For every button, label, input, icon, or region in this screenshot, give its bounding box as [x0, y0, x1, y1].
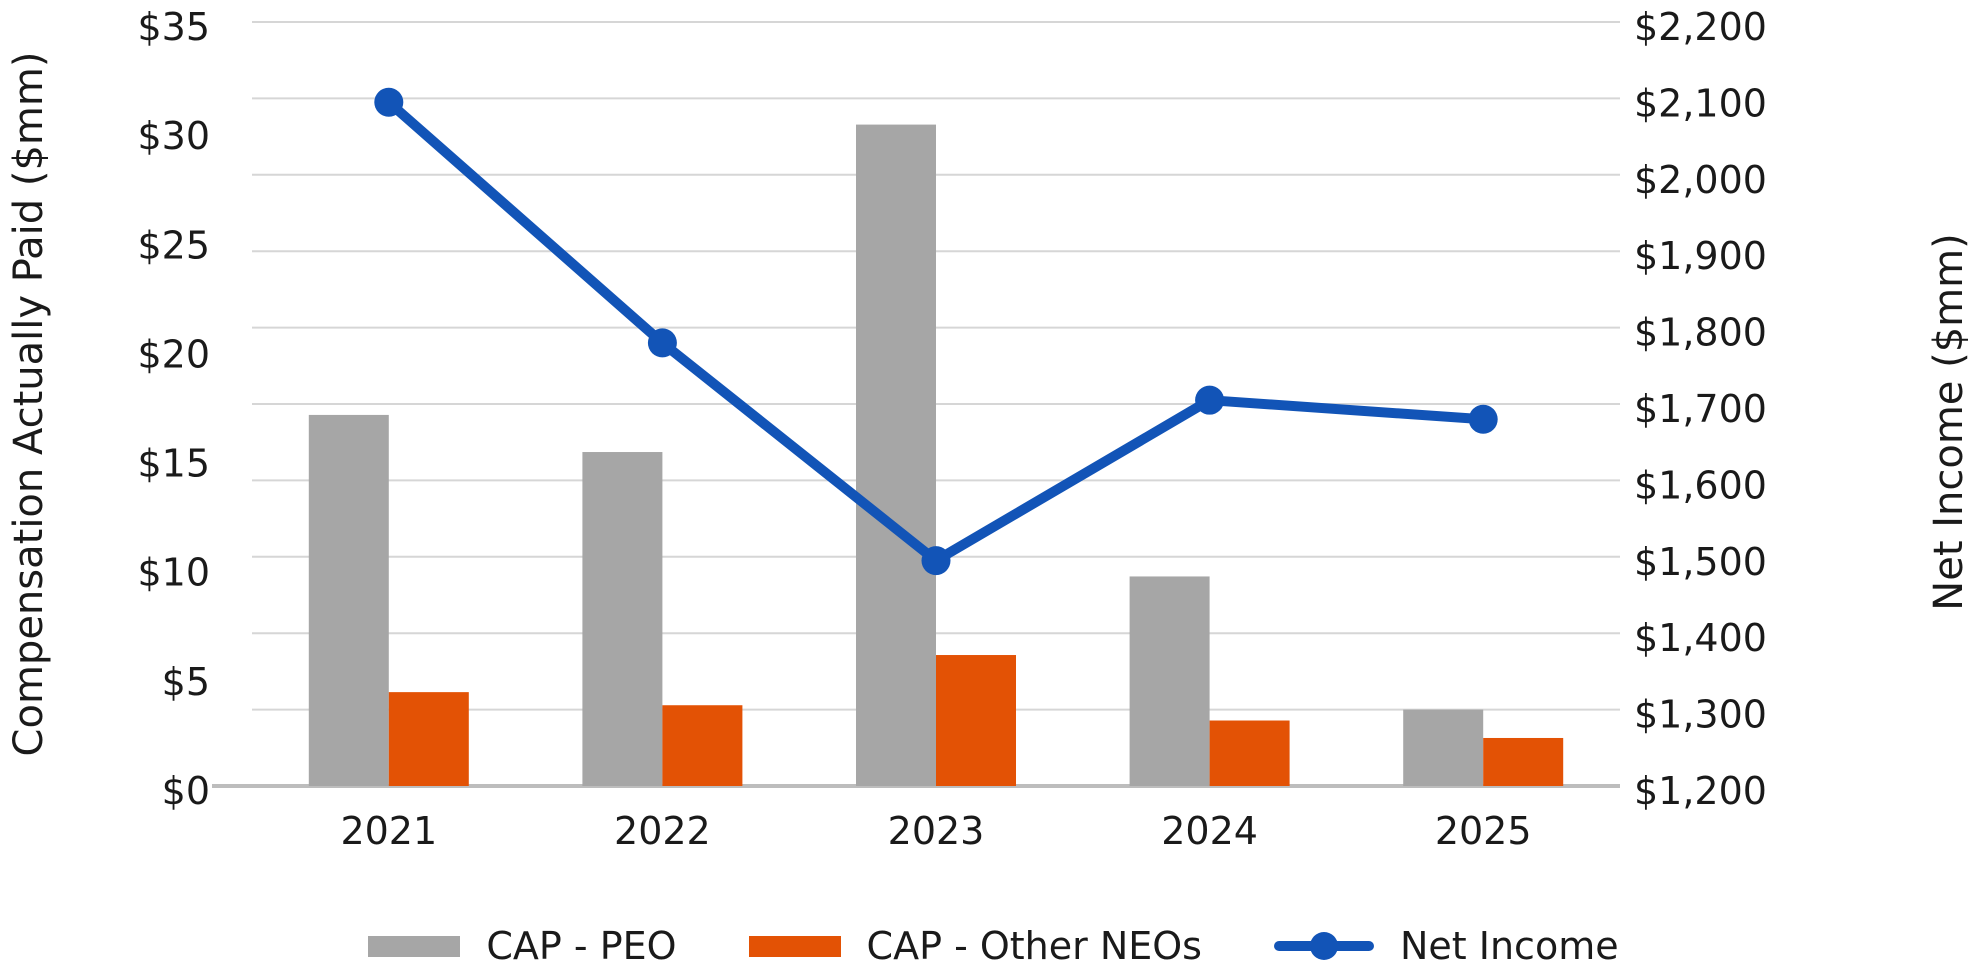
line-series	[374, 87, 1498, 576]
legend-label: CAP - Other NEOs	[866, 924, 1202, 968]
bar-cap-other-neos-2022	[662, 705, 743, 786]
year-label-2021: 2021	[340, 809, 437, 853]
chart-legend: CAP - PEO CAP - Other NEOs Net Income	[0, 920, 1987, 972]
right-axis-tick: $1,500	[1634, 540, 1767, 584]
right-axis-tick: $1,900	[1634, 234, 1767, 278]
net-income-point-2023	[921, 546, 951, 576]
left-axis-tick: $15	[137, 442, 210, 486]
bar-cap-peo-2025	[1403, 709, 1484, 786]
left-axis-tick: $25	[137, 223, 210, 267]
right-axis-tick: $1,800	[1634, 311, 1767, 355]
bar-cap-other-neos-2023	[936, 655, 1016, 786]
left-axis-tick: $10	[137, 551, 210, 595]
right-axis-tick: $1,600	[1634, 463, 1767, 507]
x-axis-year-labels: 2021 2022 2023 2024 2025	[340, 809, 1531, 853]
right-axis-tick: $1,300	[1634, 693, 1767, 737]
left-axis-tick: $20	[137, 332, 210, 376]
year-label-2025: 2025	[1435, 809, 1532, 853]
bar-cap-peo-2021	[308, 414, 389, 786]
net-income-point-2022	[647, 328, 677, 358]
bar-cap-other-neos-2025	[1483, 737, 1564, 786]
bar-cap-other-neos-2021	[388, 692, 469, 786]
net-income-point-2025	[1468, 404, 1498, 434]
net-income-point-2021	[374, 87, 404, 117]
year-label-2023: 2023	[888, 809, 985, 853]
year-label-2024: 2024	[1161, 809, 1258, 853]
bar-series	[308, 124, 1564, 786]
right-axis-tick: $2,000	[1634, 158, 1767, 202]
right-axis-tick: $1,400	[1634, 616, 1767, 660]
left-axis-tick: $35	[137, 5, 210, 49]
legend-line-dot	[1309, 932, 1338, 960]
right-axis-tick: $2,200	[1634, 5, 1767, 49]
year-label-2022: 2022	[614, 809, 711, 853]
axis-tick-labels: $0 $5 $10 $15 $20 $25 $30 $35 $1,200 $1,300 $1,400…	[137, 5, 1767, 813]
bar-cap-other-neos-2024	[1209, 720, 1290, 786]
left-axis-tick: $5	[162, 660, 210, 704]
legend-item-net-income: Net Income	[1273, 924, 1619, 968]
legend-item-cap-peo: CAP - PEO	[368, 924, 677, 968]
legend-item-cap-other-neos: CAP - Other NEOs	[748, 924, 1202, 968]
legend-swatch	[368, 935, 461, 957]
left-axis-tick: $30	[137, 114, 210, 158]
bar-cap-peo-2022	[582, 452, 663, 786]
right-axis-tick: $1,200	[1634, 769, 1767, 813]
bar-cap-peo-2023	[856, 124, 936, 786]
right-axis-tick: $1,700	[1634, 387, 1767, 431]
left-axis-title: Compensation Actually Paid ($mm)	[6, 52, 52, 757]
legend-swatch	[748, 935, 841, 957]
legend-line-marker	[1273, 931, 1374, 961]
bar-cap-peo-2024	[1129, 576, 1210, 786]
net-income-point-2024	[1195, 385, 1225, 415]
right-axis-title: Net Income ($mm)	[1926, 233, 1972, 610]
left-axis-tick: $0	[162, 769, 210, 813]
legend-label: Net Income	[1399, 924, 1619, 968]
right-axis-tick: $2,100	[1634, 81, 1767, 125]
legend-label: CAP - PEO	[486, 924, 677, 968]
